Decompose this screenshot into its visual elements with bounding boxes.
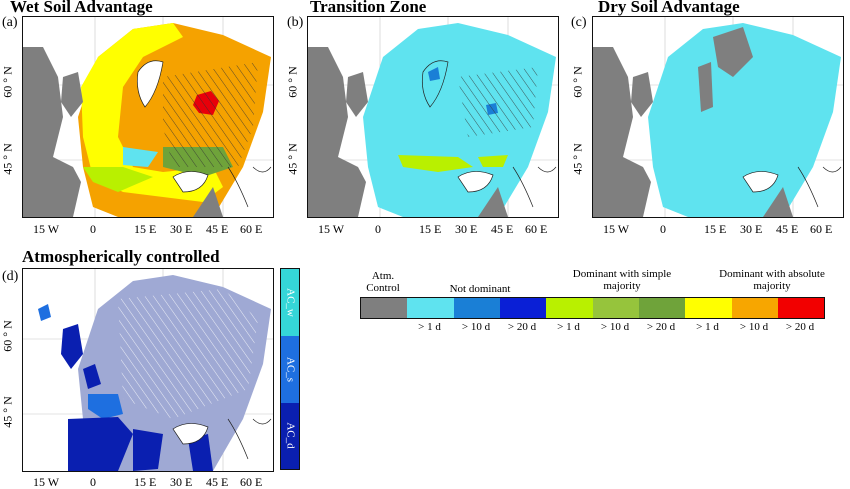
lon-tick-d-2: 15 E — [134, 475, 157, 489]
legend-label-7: > 1 d — [696, 321, 719, 333]
panel-d-map — [22, 268, 274, 472]
legend-swatch-1 — [407, 298, 454, 318]
lon-tick-c-1: 0 — [660, 222, 666, 236]
panel-b-label: (b) — [287, 15, 304, 30]
legend-header-simple: Dominant with simple majority — [572, 268, 672, 292]
panel-d-label: (d) — [2, 269, 19, 284]
legend-colorbar — [360, 297, 825, 319]
legend-label-9: > 20 d — [785, 321, 815, 333]
legend-swatch-5 — [593, 298, 639, 318]
legend-swatch-0 — [361, 298, 407, 318]
colorbar-d-label-d: AC_d — [284, 422, 297, 449]
legend-header-absolute: Dominant with absolute majority — [719, 268, 825, 292]
lat-tick-d-0: 60 ° N — [0, 320, 15, 352]
lon-tick-a-2: 15 E — [134, 222, 157, 236]
lat-tick-b-1: 45 ° N — [285, 143, 300, 175]
legend-header-atm: Atm. Control — [366, 270, 400, 294]
legend-swatch-8 — [732, 298, 778, 318]
lon-tick-c-4: 45 E — [776, 222, 799, 236]
lat-tick-c-1: 45 ° N — [570, 143, 585, 175]
legend-swatch-6 — [639, 298, 685, 318]
legend-label-1: > 1 d — [418, 321, 441, 333]
colorbar-d-label-s: AC_s — [284, 356, 297, 383]
colorbar-d-segment-s — [281, 336, 299, 403]
lon-tick-a-0: 15 W — [33, 222, 60, 236]
legend-label-6: > 20 d — [646, 321, 676, 333]
lon-tick-a-1: 0 — [90, 222, 96, 236]
legend-label-3: > 20 d — [507, 321, 537, 333]
lon-tick-d-1: 0 — [90, 475, 96, 489]
lat-tick-a-1: 45 ° N — [0, 143, 15, 175]
lon-tick-b-0: 15 W — [318, 222, 345, 236]
lon-tick-b-2: 15 E — [419, 222, 442, 236]
legend-swatch-4 — [546, 298, 593, 318]
colorbar-d-segment-w — [281, 269, 299, 336]
lon-tick-d-3: 30 E — [170, 475, 193, 489]
panel-b-map — [307, 16, 559, 218]
panel-c-label: (c) — [571, 15, 587, 30]
panel-a-map — [22, 16, 274, 218]
legend-label-5: > 10 d — [600, 321, 630, 333]
legend-swatch-3 — [500, 298, 546, 318]
dry-domain — [648, 23, 841, 217]
lon-tick-a-3: 30 E — [170, 222, 193, 236]
legend-header-not-dominant: Not dominant — [449, 283, 511, 295]
colorbar-d: AC_w AC_s AC_d — [280, 268, 300, 470]
legend-label-2: > 10 d — [461, 321, 491, 333]
lat-tick-d-1: 45 ° N — [0, 396, 15, 428]
panel-a-label: (a) — [2, 15, 18, 30]
panel-a-title: Wet Soil Advantage — [10, 0, 153, 16]
legend-swatch-9 — [778, 298, 824, 318]
lon-tick-d-4: 45 E — [206, 475, 229, 489]
lon-tick-c-3: 30 E — [740, 222, 763, 236]
panel-c-map — [592, 16, 844, 218]
lon-tick-d-5: 60 E — [240, 475, 263, 489]
lon-tick-b-5: 60 E — [525, 222, 548, 236]
legend-label-8: > 10 d — [739, 321, 769, 333]
legend-swatch-2 — [454, 298, 500, 318]
lon-tick-c-2: 15 E — [704, 222, 727, 236]
panel-b-title: Transition Zone — [310, 0, 427, 16]
lon-tick-c-5: 60 E — [810, 222, 833, 236]
colorbar-d-segment-d — [281, 403, 299, 469]
lon-tick-a-4: 45 E — [206, 222, 229, 236]
lat-tick-a-0: 60 ° N — [0, 66, 15, 98]
lon-tick-b-4: 45 E — [491, 222, 514, 236]
lon-tick-c-0: 15 W — [603, 222, 630, 236]
lon-tick-d-0: 15 W — [33, 475, 60, 489]
lat-tick-b-0: 60 ° N — [285, 66, 300, 98]
colorbar-d-label-w: AC_w — [284, 288, 297, 317]
lon-tick-b-3: 30 E — [455, 222, 478, 236]
legend-swatch-7 — [685, 298, 732, 318]
panel-c-title: Dry Soil Advantage — [598, 0, 740, 16]
legend-label-4: > 1 d — [557, 321, 580, 333]
lon-tick-b-1: 0 — [375, 222, 381, 236]
lon-tick-a-5: 60 E — [240, 222, 263, 236]
panel-d-title: Atmospherically controlled — [22, 247, 220, 266]
lat-tick-c-0: 60 ° N — [570, 66, 585, 98]
